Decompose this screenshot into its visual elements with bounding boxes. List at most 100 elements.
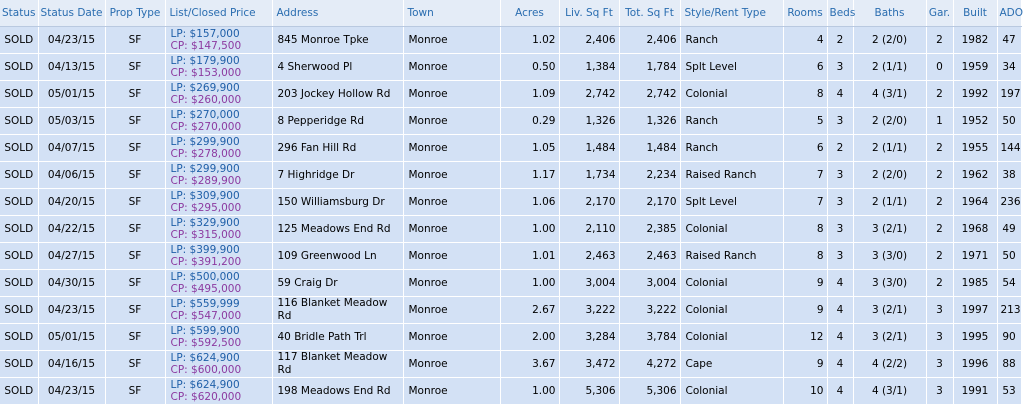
baths-cell: 3 (3/0) xyxy=(853,269,927,297)
column-header-status-date[interactable]: Status Date xyxy=(38,0,106,27)
rooms-cell: 7 xyxy=(783,161,828,189)
price-cell: LP: $179,900 CP: $153,000 xyxy=(165,53,273,81)
rooms-cell: 9 xyxy=(783,350,828,378)
address-link[interactable]: 203 Jockey Hollow Rd xyxy=(272,80,404,108)
price-cell: LP: $559,999 CP: $547,000 xyxy=(165,296,273,324)
town-cell: Monroe xyxy=(403,188,501,216)
column-header-beds[interactable]: Beds xyxy=(827,0,855,27)
rooms-cell: 8 xyxy=(783,215,828,243)
address-link[interactable]: 59 Craig Dr xyxy=(272,269,404,297)
status-date-cell: 04/16/15 xyxy=(38,350,106,378)
table-row[interactable]: SOLD 05/01/15 SF LP: $599,900 CP: $592,5… xyxy=(0,323,1022,351)
column-header-status[interactable]: Status xyxy=(0,0,39,27)
column-header-prop-type[interactable]: Prop Type xyxy=(105,0,166,27)
table-row[interactable]: SOLD 04/22/15 SF LP: $329,900 CP: $315,0… xyxy=(0,215,1022,243)
tot-sqft-cell: 4,272 xyxy=(619,350,681,378)
table-body: SOLD 04/23/15 SF LP: $157,000 CP: $147,5… xyxy=(0,26,1022,405)
address-link[interactable]: 109 Greenwood Ln xyxy=(272,242,404,270)
garage-cell: 2 xyxy=(926,242,954,270)
column-header-acres[interactable]: Acres xyxy=(500,0,560,27)
acres-cell: 1.05 xyxy=(500,134,560,162)
prop-type-cell: SF xyxy=(105,296,166,324)
prop-type-cell: SF xyxy=(105,323,166,351)
status-cell: SOLD xyxy=(0,80,39,108)
garage-cell: 3 xyxy=(926,323,954,351)
closed-price: CP: $600,000 xyxy=(170,364,242,376)
column-header-baths[interactable]: Baths xyxy=(853,0,927,27)
garage-cell: 2 xyxy=(926,161,954,189)
price-cell: LP: $299,900 CP: $289,900 xyxy=(165,161,273,189)
baths-cell: 2 (2/0) xyxy=(853,161,927,189)
status-cell: SOLD xyxy=(0,107,39,135)
style-cell: Raised Ranch xyxy=(680,161,784,189)
column-header-town[interactable]: Town xyxy=(403,0,501,27)
column-header-style[interactable]: Style/Rent Type xyxy=(680,0,784,27)
built-cell: 1964 xyxy=(953,188,998,216)
acres-cell: 1.01 xyxy=(500,242,560,270)
acres-cell: 2.67 xyxy=(500,296,560,324)
table-row[interactable]: SOLD 04/07/15 SF LP: $299,900 CP: $278,0… xyxy=(0,134,1022,162)
rooms-cell: 8 xyxy=(783,242,828,270)
acres-cell: 2.00 xyxy=(500,323,560,351)
beds-cell: 4 xyxy=(827,80,854,108)
column-header-adom[interactable]: ADOM xyxy=(997,0,1024,27)
beds-cell: 3 xyxy=(827,215,854,243)
address-link[interactable]: 4 Sherwood Pl xyxy=(272,53,404,81)
town-cell: Monroe xyxy=(403,269,501,297)
table-row[interactable]: SOLD 04/30/15 SF LP: $500,000 CP: $495,0… xyxy=(0,269,1022,297)
address-link[interactable]: 150 Williamsburg Dr xyxy=(272,188,404,216)
adom-cell: 47 xyxy=(997,26,1022,54)
status-cell: SOLD xyxy=(0,242,39,270)
table-row[interactable]: SOLD 04/23/15 SF LP: $157,000 CP: $147,5… xyxy=(0,26,1022,54)
status-cell: SOLD xyxy=(0,134,39,162)
column-header-garage[interactable]: Gar. xyxy=(926,0,954,27)
table-row[interactable]: SOLD 04/06/15 SF LP: $299,900 CP: $289,9… xyxy=(0,161,1022,189)
acres-cell: 1.06 xyxy=(500,188,560,216)
tot-sqft-cell: 2,406 xyxy=(619,26,681,54)
adom-cell: 236 xyxy=(997,188,1022,216)
address-link[interactable]: 845 Monroe Tpke xyxy=(272,26,404,54)
column-header-price[interactable]: List/Closed Price xyxy=(165,0,273,27)
address-link[interactable]: 198 Meadows End Rd xyxy=(272,377,404,405)
prop-type-cell: SF xyxy=(105,80,166,108)
garage-cell: 2 xyxy=(926,26,954,54)
adom-cell: 50 xyxy=(997,242,1022,270)
town-cell: Monroe xyxy=(403,242,501,270)
column-header-rooms[interactable]: Rooms xyxy=(783,0,828,27)
liv-sqft-cell: 1,326 xyxy=(559,107,620,135)
list-price: LP: $624,900 xyxy=(170,352,240,364)
table-row[interactable]: SOLD 04/13/15 SF LP: $179,900 CP: $153,0… xyxy=(0,53,1022,81)
address-link[interactable]: 117 Blanket Meadow Rd xyxy=(272,350,404,378)
table-row[interactable]: SOLD 04/23/15 SF LP: $559,999 CP: $547,0… xyxy=(0,296,1022,324)
beds-cell: 2 xyxy=(827,26,854,54)
closed-price: CP: $270,000 xyxy=(170,121,242,133)
address-link[interactable]: 7 Highridge Dr xyxy=(272,161,404,189)
address-link[interactable]: 8 Pepperidge Rd xyxy=(272,107,404,135)
address-link[interactable]: 40 Bridle Path Trl xyxy=(272,323,404,351)
column-header-liv-sqft[interactable]: Liv. Sq Ft xyxy=(559,0,620,27)
table-row[interactable]: SOLD 04/23/15 SF LP: $624,900 CP: $620,0… xyxy=(0,377,1022,405)
status-cell: SOLD xyxy=(0,377,39,405)
built-cell: 1985 xyxy=(953,269,998,297)
column-header-address[interactable]: Address xyxy=(272,0,404,27)
baths-cell: 4 (3/1) xyxy=(853,80,927,108)
built-cell: 1995 xyxy=(953,323,998,351)
table-row[interactable]: SOLD 05/01/15 SF LP: $269,900 CP: $260,0… xyxy=(0,80,1022,108)
address-link[interactable]: 296 Fan Hill Rd xyxy=(272,134,404,162)
table-row[interactable]: SOLD 04/16/15 SF LP: $624,900 CP: $600,0… xyxy=(0,350,1022,378)
table-row[interactable]: SOLD 04/27/15 SF LP: $399,900 CP: $391,2… xyxy=(0,242,1022,270)
column-header-built[interactable]: Built xyxy=(953,0,998,27)
adom-cell: 54 xyxy=(997,269,1022,297)
table-row[interactable]: SOLD 04/20/15 SF LP: $309,900 CP: $295,0… xyxy=(0,188,1022,216)
address-link[interactable]: 116 Blanket Meadow Rd xyxy=(272,296,404,324)
acres-cell: 0.50 xyxy=(500,53,560,81)
garage-cell: 3 xyxy=(926,350,954,378)
table-row[interactable]: SOLD 05/03/15 SF LP: $270,000 CP: $270,0… xyxy=(0,107,1022,135)
list-price: LP: $157,000 xyxy=(170,28,240,40)
status-cell: SOLD xyxy=(0,350,39,378)
address-link[interactable]: 125 Meadows End Rd xyxy=(272,215,404,243)
status-date-cell: 04/27/15 xyxy=(38,242,106,270)
column-header-tot-sqft[interactable]: Tot. Sq Ft xyxy=(619,0,681,27)
liv-sqft-cell: 2,742 xyxy=(559,80,620,108)
acres-cell: 0.29 xyxy=(500,107,560,135)
